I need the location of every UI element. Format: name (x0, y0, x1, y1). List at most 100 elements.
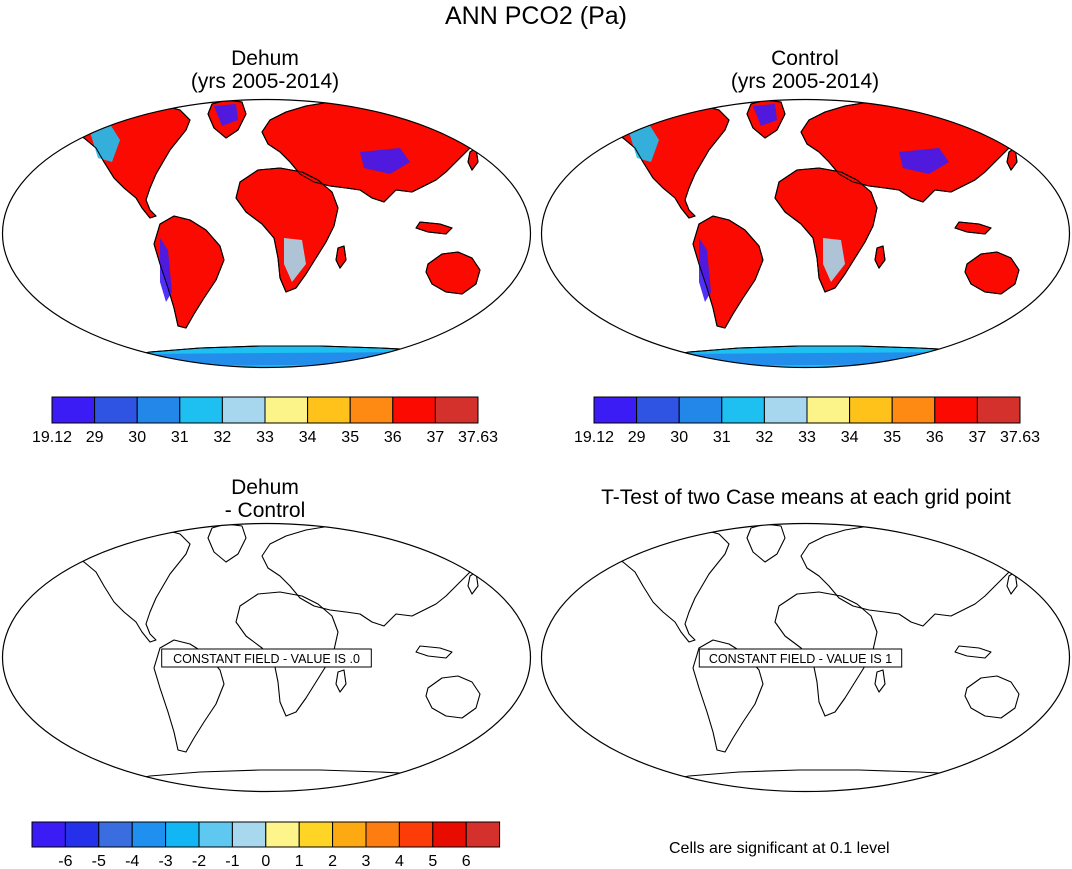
colorbar-tick-label: 29 (628, 429, 646, 446)
colorbar-tick-label: 19.12 (574, 429, 614, 446)
continent-north-america (598, 99, 730, 219)
colorbar-tick-label: 34 (841, 429, 859, 446)
colorbar-tick-label: 36 (926, 429, 944, 446)
colorbar-tick-label: 35 (883, 429, 901, 446)
field-cool-region (284, 238, 306, 282)
colorbar-swatch (265, 821, 300, 848)
panel-title-control-line2: (yrs 2005-2014) (730, 70, 880, 93)
colorbar-swatch (349, 396, 394, 424)
colorbar-swatch (398, 821, 434, 848)
constant-field-box (698, 648, 903, 668)
continent-eurasia (261, 523, 481, 627)
colorbar-swatch (465, 821, 501, 848)
colorbar-swatch (432, 821, 467, 848)
continent-australia (964, 675, 1020, 719)
colorbar-tick-label: 34 (299, 429, 317, 446)
colorbar-swatch (165, 821, 200, 848)
panel-title-control-line1: Control (771, 47, 839, 70)
field-cool-region (140, 352, 430, 366)
colorbar-swatch (763, 396, 808, 424)
continent-japan (467, 571, 479, 595)
colorbar-swatch (179, 396, 223, 424)
field-cool-region (753, 104, 777, 126)
colorbar-swatch (136, 396, 181, 424)
colorbar-tick-label: 37.63 (458, 429, 498, 446)
colorbar-swatch (721, 396, 765, 424)
continent-australia (425, 675, 481, 719)
continent-eurasia (800, 523, 1020, 627)
significance-note: Cells are significant at 0.1 level (669, 840, 890, 857)
continent-north-america (598, 523, 730, 643)
constant-field-label: CONSTANT FIELD - VALUE IS 1 (709, 652, 892, 666)
field-cool-region (90, 124, 120, 162)
coastline-north-america (59, 99, 191, 219)
panel-title-dehum-line1: Dehum (231, 47, 299, 70)
colorbar-tick-label: -5 (92, 853, 106, 869)
colorbar-tick-label: 32 (214, 429, 232, 446)
colorbar-swatch (98, 821, 133, 848)
colorbar-swatch (806, 396, 851, 424)
map-boundary (1, 98, 532, 369)
coastline-north-america (598, 99, 730, 219)
colorbar-tick-label: 31 (171, 429, 189, 446)
colorbar-swatch (976, 396, 1021, 424)
colorbar-tick-label: 36 (384, 429, 402, 446)
colorbar-swatch (298, 821, 334, 848)
colorbar-swatch (678, 396, 723, 424)
coastline-south-america (692, 215, 764, 329)
colorbar-swatch (64, 821, 100, 848)
map-panel-ttest: CONSTANT FIELD - VALUE IS 1 (540, 522, 1071, 793)
colorbar-swatch (31, 821, 66, 848)
coastline-indonesia (954, 221, 992, 235)
map-panel-dehum (1, 98, 532, 369)
map-panel-diff: CONSTANT FIELD - VALUE IS .0 (1, 522, 532, 793)
colorbar-tick-label: 33 (256, 429, 274, 446)
colorbar-swatch (434, 396, 479, 424)
colorbar-tick-label: -3 (158, 853, 172, 869)
continent-indonesia (954, 645, 992, 659)
colorbar-swatch (307, 396, 351, 424)
colorbar-tick-label: 2 (328, 853, 337, 869)
continent-japan (467, 147, 479, 171)
colorbar-tick-label: -6 (58, 853, 72, 869)
colorbar-tick-label: 37 (969, 429, 987, 446)
colorbar-tick-label: 5 (428, 853, 437, 869)
panel-title-diff-line1: Dehum (231, 476, 299, 499)
colorbar-swatch (332, 821, 367, 848)
colorbar-tick-label: 37 (427, 429, 445, 446)
continent-africa (774, 167, 878, 293)
field-cool-region (899, 148, 949, 174)
colorbar-tick-label: 33 (798, 429, 816, 446)
coastline-madagascar (874, 245, 886, 269)
colorbar-swatch (264, 396, 309, 424)
constant-field-label: CONSTANT FIELD - VALUE IS .0 (173, 652, 360, 666)
continent-north-america (59, 523, 191, 643)
colorbar-swatch (934, 396, 978, 424)
colorbar-tick-label: -2 (192, 853, 206, 869)
colorbar-tick-label: 31 (713, 429, 731, 446)
panel-title-dehum: Dehum (yrs 2005-2014) (130, 47, 400, 93)
field-cool-region (629, 124, 659, 162)
coastline-south-america (153, 215, 225, 329)
colorbar-tick-label: 30 (670, 429, 688, 446)
coastline-africa (235, 167, 339, 293)
colorbar-tick-label: 30 (128, 429, 146, 446)
colorbar-tick-label: 6 (462, 853, 471, 869)
field-cool-region (679, 352, 969, 366)
map-boundary (540, 522, 1071, 793)
coastline-indonesia (415, 221, 453, 235)
field-cool-region (823, 238, 845, 282)
colorbar-swatch (392, 396, 436, 424)
map-boundary (540, 98, 1071, 369)
colorbar-swatch (365, 821, 400, 848)
colorbar-tick-label: 32 (756, 429, 774, 446)
coastline-australia (964, 251, 1020, 295)
colorbar-tick-label: 1 (295, 853, 304, 869)
map-boundary (1, 522, 532, 793)
continent-indonesia (415, 645, 453, 659)
colorbar-tick-label: -4 (125, 853, 139, 869)
coastline-australia (425, 251, 481, 295)
panel-title-dehum-line2: (yrs 2005-2014) (190, 70, 340, 93)
colorbar-tick-label: 35 (341, 429, 359, 446)
continent-greenland (207, 523, 247, 563)
